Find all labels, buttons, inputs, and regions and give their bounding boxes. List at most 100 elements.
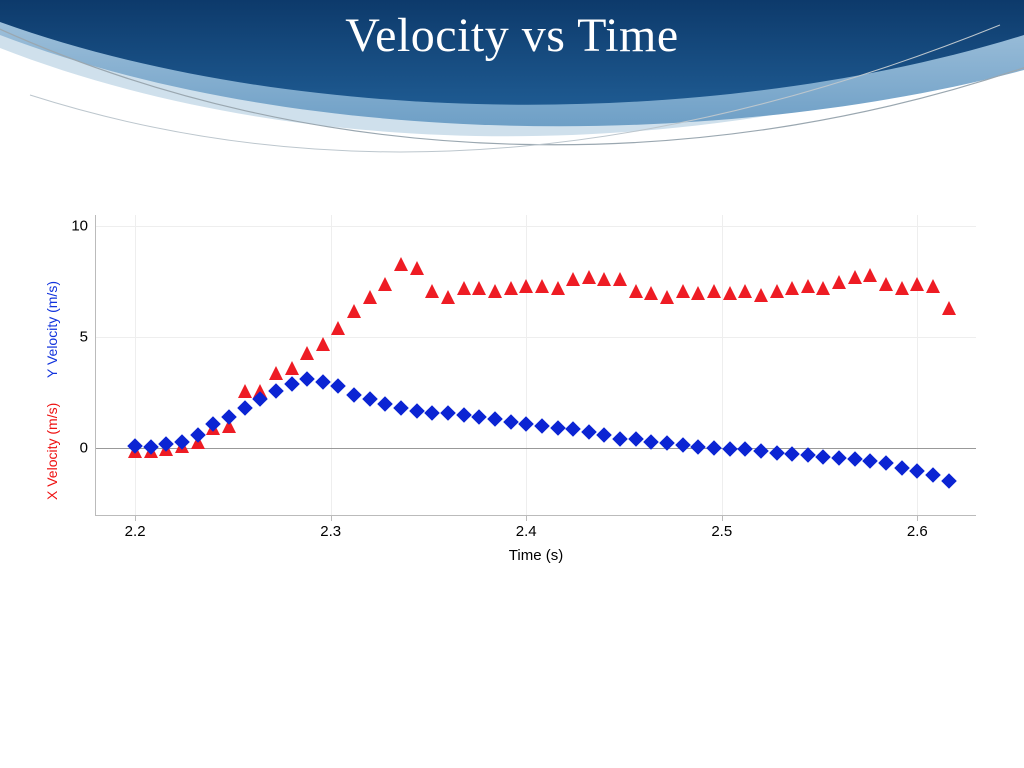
- marker-x-velocity: [910, 277, 924, 291]
- marker-y-velocity: [753, 443, 769, 459]
- marker-y-velocity: [863, 453, 879, 469]
- x-tick-mark: [917, 515, 918, 521]
- marker-x-velocity: [441, 290, 455, 304]
- marker-y-velocity: [378, 396, 394, 412]
- velocity-chart: X Velocity (m/s) Y Velocity (m/s) Time (…: [30, 215, 990, 595]
- gridline-horizontal: [96, 337, 976, 338]
- marker-y-velocity: [346, 387, 362, 403]
- marker-x-velocity: [691, 286, 705, 300]
- marker-x-velocity: [879, 277, 893, 291]
- x-tick-label: 2.5: [711, 523, 732, 540]
- y-tick-label: 10: [71, 218, 88, 235]
- marker-x-velocity: [551, 281, 565, 295]
- marker-x-velocity: [895, 281, 909, 295]
- chart-plot-area: Time (s) 2.22.32.42.52.60510: [95, 215, 976, 516]
- marker-x-velocity: [582, 270, 596, 284]
- marker-x-velocity: [770, 284, 784, 298]
- marker-y-velocity: [440, 405, 456, 421]
- marker-y-velocity: [691, 439, 707, 455]
- marker-x-velocity: [832, 275, 846, 289]
- x-tick-mark: [722, 515, 723, 521]
- marker-y-velocity: [612, 432, 628, 448]
- slide-title: Velocity vs Time: [0, 8, 1024, 63]
- marker-x-velocity: [816, 281, 830, 295]
- marker-y-velocity: [722, 442, 738, 458]
- marker-x-velocity: [363, 290, 377, 304]
- marker-y-velocity: [925, 467, 941, 483]
- marker-y-velocity: [393, 401, 409, 417]
- x-tick-mark: [135, 515, 136, 521]
- x-tick-label: 2.6: [907, 523, 928, 540]
- gridline-vertical: [526, 215, 527, 515]
- marker-x-velocity: [863, 268, 877, 282]
- marker-y-velocity: [409, 403, 425, 419]
- marker-y-velocity: [362, 392, 378, 408]
- marker-x-velocity: [676, 284, 690, 298]
- slide-banner: Velocity vs Time: [0, 0, 1024, 170]
- marker-x-velocity: [300, 346, 314, 360]
- marker-y-velocity: [534, 418, 550, 434]
- marker-x-velocity: [660, 290, 674, 304]
- marker-x-velocity: [331, 321, 345, 335]
- gridline-vertical: [135, 215, 136, 515]
- marker-y-velocity: [628, 432, 644, 448]
- marker-y-velocity: [487, 412, 503, 428]
- marker-x-velocity: [723, 286, 737, 300]
- marker-y-velocity: [706, 441, 722, 457]
- marker-y-velocity: [816, 449, 832, 465]
- marker-x-velocity: [738, 284, 752, 298]
- marker-y-velocity: [565, 422, 581, 438]
- marker-x-velocity: [488, 284, 502, 298]
- y-tick-label: 0: [80, 440, 88, 457]
- marker-x-velocity: [644, 286, 658, 300]
- gridline-horizontal: [96, 226, 976, 227]
- marker-x-velocity: [613, 272, 627, 286]
- marker-y-velocity: [503, 414, 519, 430]
- marker-y-velocity: [315, 374, 331, 390]
- marker-x-velocity: [801, 279, 815, 293]
- marker-x-velocity: [629, 284, 643, 298]
- zero-line: [96, 448, 976, 449]
- y-axis-label-x-velocity: X Velocity (m/s): [44, 403, 60, 500]
- marker-y-velocity: [550, 421, 566, 437]
- marker-y-velocity: [456, 407, 472, 423]
- marker-x-velocity: [942, 301, 956, 315]
- y-axis-labels: X Velocity (m/s) Y Velocity (m/s): [30, 215, 60, 515]
- marker-x-velocity: [707, 284, 721, 298]
- marker-x-velocity: [785, 281, 799, 295]
- marker-x-velocity: [410, 261, 424, 275]
- marker-y-velocity: [597, 427, 613, 443]
- marker-x-velocity: [566, 272, 580, 286]
- x-tick-mark: [526, 515, 527, 521]
- x-tick-label: 2.4: [516, 523, 537, 540]
- marker-y-velocity: [769, 445, 785, 461]
- marker-x-velocity: [754, 288, 768, 302]
- marker-y-velocity: [894, 461, 910, 477]
- marker-y-velocity: [847, 452, 863, 468]
- marker-y-velocity: [800, 447, 816, 463]
- gridline-vertical: [331, 215, 332, 515]
- marker-y-velocity: [299, 372, 315, 388]
- marker-y-velocity: [472, 409, 488, 425]
- marker-x-velocity: [316, 337, 330, 351]
- marker-y-velocity: [331, 378, 347, 394]
- marker-y-velocity: [425, 405, 441, 421]
- marker-x-velocity: [285, 361, 299, 375]
- marker-y-velocity: [737, 442, 753, 458]
- marker-y-velocity: [910, 463, 926, 479]
- marker-y-velocity: [268, 383, 284, 399]
- marker-y-velocity: [831, 451, 847, 467]
- marker-y-velocity: [878, 455, 894, 471]
- marker-y-velocity: [644, 434, 660, 450]
- marker-x-velocity: [425, 284, 439, 298]
- marker-x-velocity: [848, 270, 862, 284]
- slide: Velocity vs Time X Velocity (m/s) Y Velo…: [0, 0, 1024, 768]
- marker-y-velocity: [675, 437, 691, 453]
- marker-x-velocity: [519, 279, 533, 293]
- marker-x-velocity: [394, 257, 408, 271]
- marker-x-velocity: [238, 384, 252, 398]
- x-tick-mark: [331, 515, 332, 521]
- marker-x-velocity: [472, 281, 486, 295]
- marker-y-velocity: [581, 424, 597, 440]
- x-tick-label: 2.2: [125, 523, 146, 540]
